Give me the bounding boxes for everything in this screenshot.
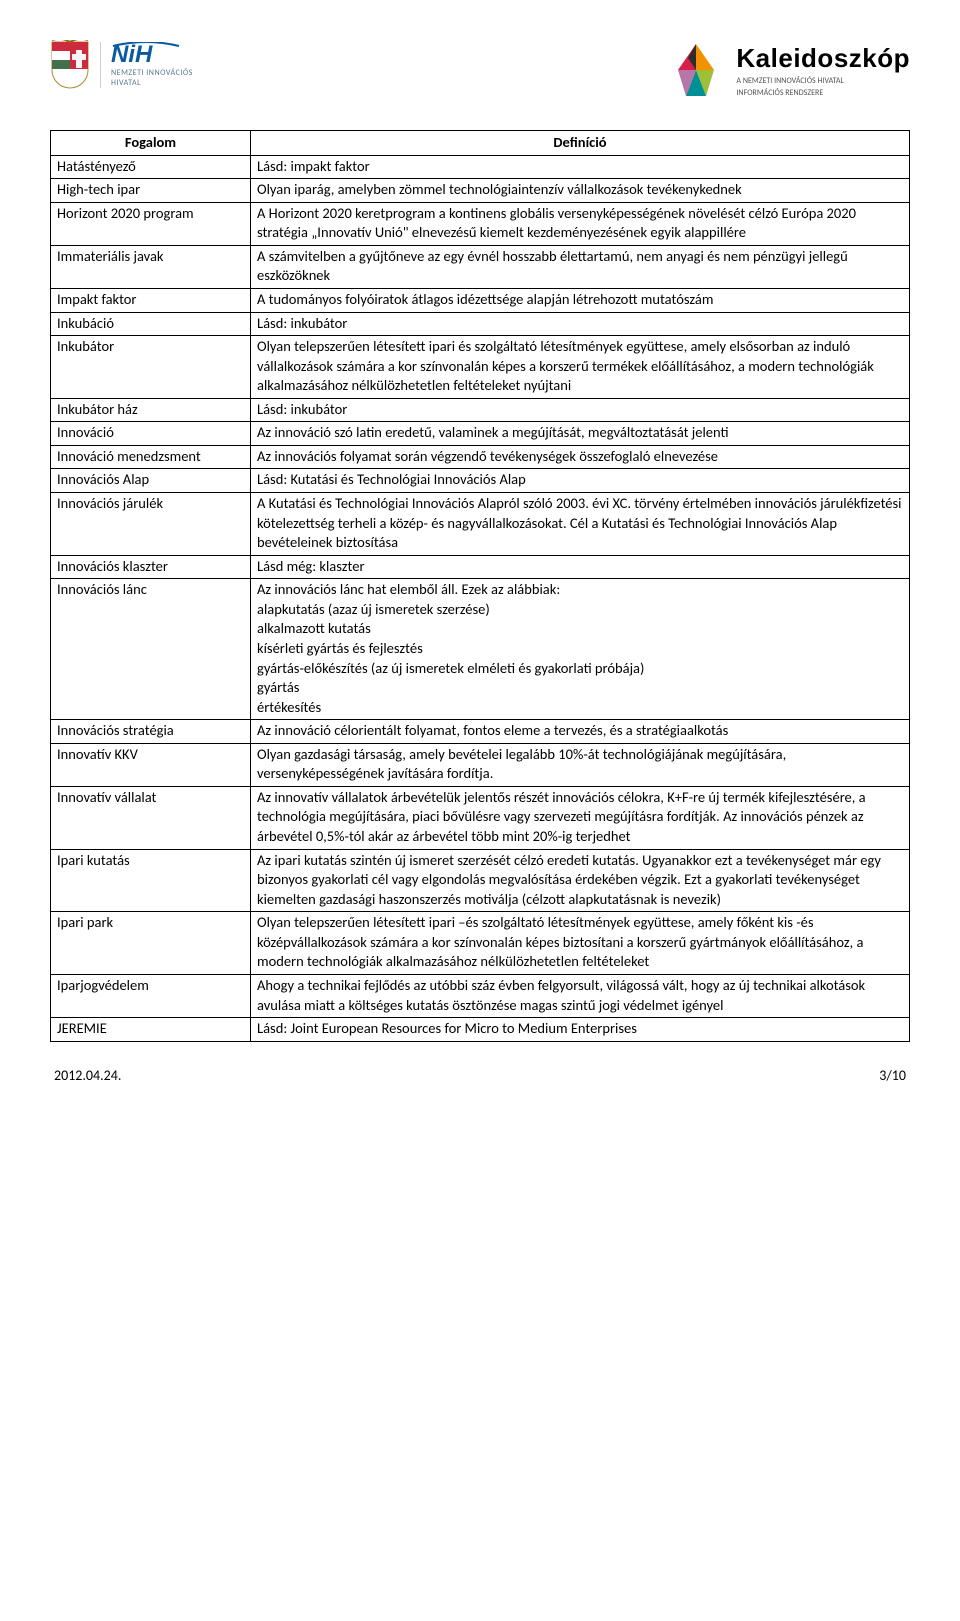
table-header-row: Fogalom Definíció bbox=[51, 131, 910, 156]
table-row: Innovációs járulékA Kutatási és Technoló… bbox=[51, 493, 910, 556]
table-row: Horizont 2020 programA Horizont 2020 ker… bbox=[51, 202, 910, 245]
term-cell: Innovációs stratégia bbox=[51, 720, 251, 744]
table-row: HatástényezőLásd: impakt faktor bbox=[51, 155, 910, 179]
kaleidoszkop-sub1: A NEMZETI INNOVÁCIÓS HIVATAL bbox=[736, 76, 910, 86]
kaleidoszkop-logo-icon bbox=[666, 40, 726, 100]
nih-wordmark-icon: NiH bbox=[111, 42, 181, 66]
col-header-term: Fogalom bbox=[51, 131, 251, 156]
definition-cell: A számvitelben a gyűjtőneve az egy évnél… bbox=[251, 245, 910, 288]
term-cell: Inkubátor ház bbox=[51, 398, 251, 422]
definition-cell: Ahogy a technikai fejlődés az utóbbi szá… bbox=[251, 974, 910, 1017]
term-cell: Immateriális javak bbox=[51, 245, 251, 288]
definition-cell: Lásd: Joint European Resources for Micro… bbox=[251, 1018, 910, 1042]
term-cell: Ipari park bbox=[51, 912, 251, 975]
glossary-table: Fogalom Definíció HatástényezőLásd: impa… bbox=[50, 130, 910, 1042]
nih-logo: NiH NEMZETI INNOVÁCIÓS HIVATAL bbox=[111, 42, 193, 88]
table-row: JEREMIELásd: Joint European Resources fo… bbox=[51, 1018, 910, 1042]
term-cell: Impakt faktor bbox=[51, 288, 251, 312]
definition-cell: A Kutatási és Technológiai Innovációs Al… bbox=[251, 493, 910, 556]
footer-date: 2012.04.24. bbox=[54, 1067, 121, 1084]
term-cell: Innováció bbox=[51, 422, 251, 446]
definition-cell: Az innováció célorientált folyamat, font… bbox=[251, 720, 910, 744]
term-cell: JEREMIE bbox=[51, 1018, 251, 1042]
definition-cell: Olyan telepszerűen létesített ipari és s… bbox=[251, 336, 910, 399]
term-cell: Inkubátor bbox=[51, 336, 251, 399]
term-cell: Iparjogvédelem bbox=[51, 974, 251, 1017]
header-right: Kaleidoszkóp A NEMZETI INNOVÁCIÓS HIVATA… bbox=[666, 40, 910, 100]
header-left: NiH NEMZETI INNOVÁCIÓS HIVATAL bbox=[50, 40, 193, 90]
table-row: IparjogvédelemAhogy a technikai fejlődés… bbox=[51, 974, 910, 1017]
kaleidoszkop-sub2: INFORMÁCIÓS RENDSZERE bbox=[736, 88, 910, 98]
table-row: Innovációs stratégiaAz innováció célorie… bbox=[51, 720, 910, 744]
term-cell: Innováció menedzsment bbox=[51, 445, 251, 469]
table-row: High-tech iparOlyan iparág, amelyben zöm… bbox=[51, 179, 910, 203]
table-row: InkubációLásd: inkubátor bbox=[51, 312, 910, 336]
table-row: Impakt faktorA tudományos folyóiratok át… bbox=[51, 288, 910, 312]
table-row: Innovatív KKVOlyan gazdasági társaság, a… bbox=[51, 743, 910, 786]
definition-cell: Lásd: Kutatási és Technológiai Innováció… bbox=[251, 469, 910, 493]
col-header-def: Definíció bbox=[251, 131, 910, 156]
term-cell: Innovációs lánc bbox=[51, 579, 251, 720]
term-cell: Inkubáció bbox=[51, 312, 251, 336]
definition-cell: A Horizont 2020 keretprogram a kontinens… bbox=[251, 202, 910, 245]
definition-cell: Olyan iparág, amelyben zömmel technológi… bbox=[251, 179, 910, 203]
term-cell: Innovatív KKV bbox=[51, 743, 251, 786]
page-header: NiH NEMZETI INNOVÁCIÓS HIVATAL Kaleidosz… bbox=[50, 40, 910, 100]
table-row: InkubátorOlyan telepszerűen létesített i… bbox=[51, 336, 910, 399]
term-cell: High-tech ipar bbox=[51, 179, 251, 203]
definition-cell: Az innovációs lánc hat elemből áll. Ezek… bbox=[251, 579, 910, 720]
table-row: Immateriális javakA számvitelben a gyűjt… bbox=[51, 245, 910, 288]
table-row: Innovációs AlapLásd: Kutatási és Technol… bbox=[51, 469, 910, 493]
term-cell: Innovációs Alap bbox=[51, 469, 251, 493]
definition-cell: Olyan gazdasági társaság, amely bevétele… bbox=[251, 743, 910, 786]
definition-cell: A tudományos folyóiratok átlagos idézett… bbox=[251, 288, 910, 312]
definition-cell: Az innovatív vállalatok árbevételük jele… bbox=[251, 786, 910, 849]
definition-cell: Lásd: impakt faktor bbox=[251, 155, 910, 179]
definition-cell: Lásd: inkubátor bbox=[251, 312, 910, 336]
definition-cell: Az ipari kutatás szintén új ismeret szer… bbox=[251, 849, 910, 912]
table-row: InnovációAz innováció szó latin eredetű,… bbox=[51, 422, 910, 446]
definition-cell: Az innováció szó latin eredetű, valamine… bbox=[251, 422, 910, 446]
footer-page: 3/10 bbox=[879, 1067, 906, 1084]
table-row: Innováció menedzsmentAz innovációs folya… bbox=[51, 445, 910, 469]
term-cell: Hatástényező bbox=[51, 155, 251, 179]
table-row: Innovatív vállalatAz innovatív vállalato… bbox=[51, 786, 910, 849]
term-cell: Innovatív vállalat bbox=[51, 786, 251, 849]
table-row: Ipari parkOlyan telepszerűen létesített … bbox=[51, 912, 910, 975]
term-cell: Ipari kutatás bbox=[51, 849, 251, 912]
table-row: Ipari kutatásAz ipari kutatás szintén új… bbox=[51, 849, 910, 912]
table-row: Inkubátor házLásd: inkubátor bbox=[51, 398, 910, 422]
definition-cell: Lásd még: klaszter bbox=[251, 555, 910, 579]
term-cell: Innovációs járulék bbox=[51, 493, 251, 556]
definition-cell: Az innovációs folyamat során végzendő te… bbox=[251, 445, 910, 469]
nih-subtitle: NEMZETI INNOVÁCIÓS HIVATAL bbox=[111, 68, 193, 88]
term-cell: Innovációs klaszter bbox=[51, 555, 251, 579]
definition-cell: Lásd: inkubátor bbox=[251, 398, 910, 422]
definition-cell: Olyan telepszerűen létesített ipari –és … bbox=[251, 912, 910, 975]
hungary-crest-icon bbox=[50, 40, 90, 90]
term-cell: Horizont 2020 program bbox=[51, 202, 251, 245]
table-row: Innovációs klaszterLásd még: klaszter bbox=[51, 555, 910, 579]
kaleidoszkop-title: Kaleidoszkóp bbox=[736, 43, 910, 74]
page-footer: 2012.04.24. 3/10 bbox=[50, 1067, 910, 1084]
table-row: Innovációs láncAz innovációs lánc hat el… bbox=[51, 579, 910, 720]
